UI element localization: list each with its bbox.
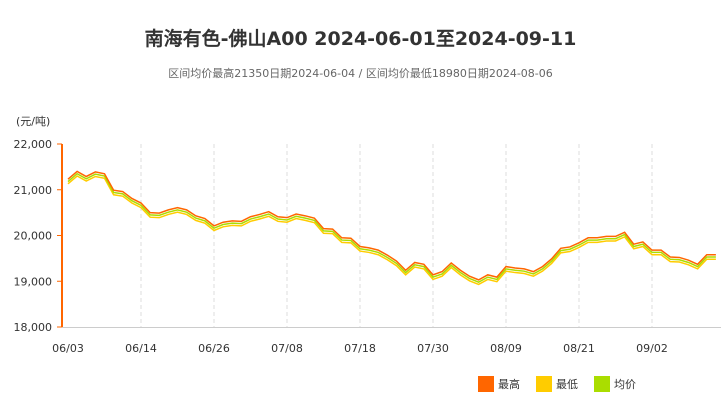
y-tick-label: 22,000 bbox=[14, 138, 53, 151]
y-axis-label: (元/吨) bbox=[16, 115, 50, 128]
chart-subtitle: 区间均价最高21350日期2024-06-04 / 区间均价最低18980日期2… bbox=[168, 67, 553, 80]
y-tick-label: 20,000 bbox=[14, 230, 53, 243]
legend-label: 均价 bbox=[614, 378, 636, 391]
series-line-2 bbox=[67, 172, 716, 283]
legend-swatch bbox=[594, 376, 610, 392]
legend-label: 最高 bbox=[498, 378, 520, 391]
x-tick-label: 07/18 bbox=[344, 342, 376, 355]
series-line-0 bbox=[67, 170, 716, 281]
legend-item-avg[interactable]: 均价 bbox=[594, 376, 636, 392]
legend-item-high[interactable]: 最高 bbox=[478, 376, 520, 392]
y-tick-label: 18,000 bbox=[14, 321, 53, 334]
x-tick-label: 06/03 bbox=[52, 342, 84, 355]
y-tick-label: 21,000 bbox=[14, 184, 53, 197]
series-line-1 bbox=[67, 175, 716, 286]
x-tick-label: 08/09 bbox=[490, 342, 522, 355]
x-tick-label: 07/08 bbox=[271, 342, 303, 355]
legend-swatch bbox=[478, 376, 494, 392]
chart-title: 南海有色-佛山A00 2024-06-01至2024-09-11 bbox=[144, 28, 577, 50]
legend-item-low[interactable]: 最低 bbox=[536, 376, 578, 392]
x-tick-label: 08/21 bbox=[563, 342, 595, 355]
legend-swatch bbox=[536, 376, 552, 392]
x-tick-label: 07/30 bbox=[417, 342, 449, 355]
x-tick-label: 09/02 bbox=[636, 342, 668, 355]
x-tick-label: 06/26 bbox=[198, 342, 230, 355]
y-tick-label: 19,000 bbox=[14, 275, 53, 288]
legend-label: 最低 bbox=[556, 378, 578, 391]
x-tick-label: 06/14 bbox=[125, 342, 157, 355]
